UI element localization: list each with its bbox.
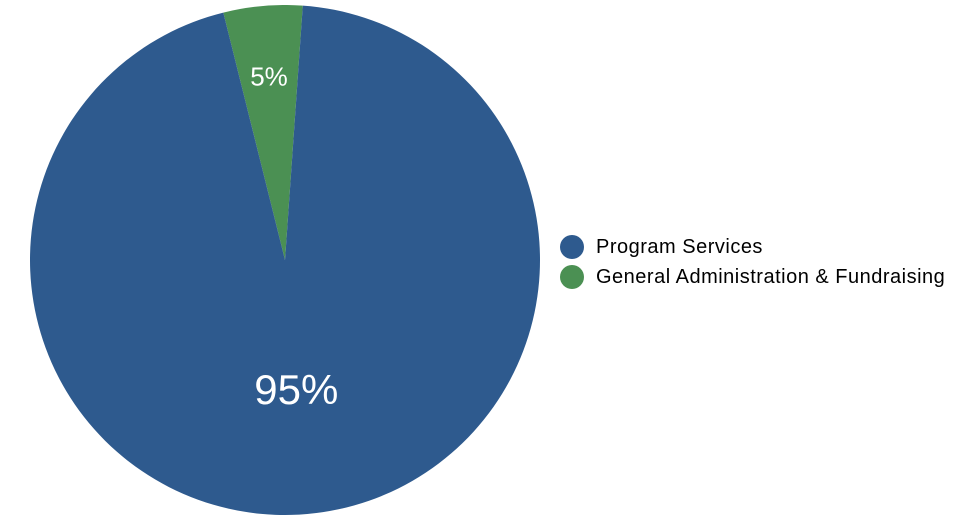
pie-chart: 5% 95%: [30, 5, 540, 515]
legend-label-0: Program Services: [596, 236, 763, 259]
legend-item-1: General Administration & Fundraising: [560, 265, 945, 289]
legend-label-1: General Administration & Fundraising: [596, 266, 945, 289]
pie-slice-label-admin: 5%: [250, 62, 288, 93]
legend: Program Services General Administration &…: [560, 235, 945, 295]
pie-slice-label-program: 95%: [254, 366, 338, 414]
legend-item-0: Program Services: [560, 235, 945, 259]
legend-swatch-1: [560, 265, 584, 289]
legend-swatch-0: [560, 235, 584, 259]
chart-stage: 5% 95% Program Services General Administra…: [0, 0, 974, 521]
